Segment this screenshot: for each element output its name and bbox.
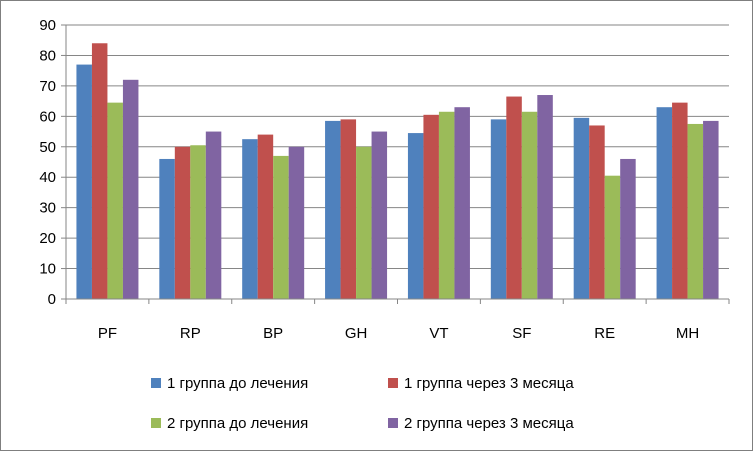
legend-item-series-3: 2 группа до лечения (151, 413, 388, 433)
legend-item-series-4: 2 группа через 3 месяца (388, 413, 648, 433)
bar-re-series-4 (620, 158, 636, 299)
bar-rp-series-2 (174, 146, 191, 299)
x-tick-label: GH (345, 325, 368, 342)
bar-bp-series-1 (242, 139, 258, 299)
bar-bp-series-3 (273, 155, 289, 299)
bar-mh-series-2 (672, 102, 688, 299)
bar-re-series-3 (604, 175, 621, 299)
bar-sf-series-2 (506, 96, 522, 300)
bar-vt-series-2 (423, 114, 439, 299)
bar-vt-series-4 (454, 107, 470, 299)
x-tick-label: MH (676, 325, 699, 342)
y-tick-label: 20 (39, 230, 56, 247)
bar-gh-series-1 (325, 120, 341, 300)
x-tick-label: RP (180, 325, 201, 342)
y-tick-label: 10 (39, 261, 56, 278)
legend-swatch (388, 378, 398, 388)
legend-label: 1 группа через 3 месяца (404, 374, 574, 392)
bar-mh-series-1 (656, 107, 673, 299)
y-tick-label: 40 (39, 169, 56, 186)
bar-rp-series-4 (205, 131, 222, 299)
bar-bp-series-2 (257, 134, 274, 299)
bar-sf-series-3 (521, 111, 538, 300)
bar-gh-series-3 (356, 146, 372, 299)
x-tick-label: SF (512, 325, 531, 342)
x-tick-label: BP (263, 325, 283, 342)
legend-swatch (151, 378, 161, 388)
bar-vt-series-3 (438, 111, 455, 300)
legend-swatch (151, 418, 161, 428)
legend-label: 1 группа до лечения (167, 374, 309, 392)
y-tick-label: 70 (39, 78, 56, 95)
y-tick-label: 90 (39, 17, 56, 34)
y-axis-tick-labels: 0 10 20 30 40 50 60 70 80 90 (39, 17, 56, 308)
bar-mh-series-3 (687, 123, 704, 299)
legend: 1 группа до лечения 1 группа через 3 меся… (151, 373, 671, 433)
bar-gh-series-2 (340, 119, 357, 299)
legend-item-series-2: 1 группа через 3 месяца (388, 373, 648, 393)
legend-label: 2 группа через 3 месяца (404, 414, 574, 432)
legend-swatch (388, 418, 398, 428)
legend-label: 2 группа до лечения (167, 414, 309, 432)
bar-sf-series-1 (490, 119, 507, 299)
bar-vt-series-1 (407, 133, 424, 299)
y-tick-label: 0 (48, 291, 56, 308)
bar-re-series-2 (589, 125, 605, 299)
bar-rp-series-3 (190, 145, 206, 299)
y-tick-label: 80 (39, 47, 56, 64)
bar-sf-series-4 (537, 95, 553, 300)
bar-rp-series-1 (159, 158, 175, 299)
x-tick-label: RE (594, 325, 615, 342)
y-tick-label: 60 (39, 108, 56, 125)
y-tick-label: 30 (39, 200, 56, 217)
bar-pf-series-2 (91, 43, 108, 300)
bar-gh-series-4 (371, 131, 388, 299)
bar-pf-series-3 (107, 102, 123, 299)
bar-pf-series-1 (76, 64, 92, 299)
x-tick-label: PF (98, 325, 117, 342)
bars (76, 43, 719, 300)
y-tick-label: 50 (39, 139, 56, 156)
x-tick-label: VT (429, 325, 448, 342)
bar-pf-series-4 (122, 79, 139, 299)
bar-bp-series-4 (288, 146, 305, 299)
bar-mh-series-4 (703, 120, 719, 300)
x-axis-tick-labels: PF RP BP GH VT SF RE MH (65, 299, 730, 342)
bar-re-series-1 (573, 117, 590, 299)
legend-item-series-1: 1 группа до лечения (151, 373, 388, 393)
